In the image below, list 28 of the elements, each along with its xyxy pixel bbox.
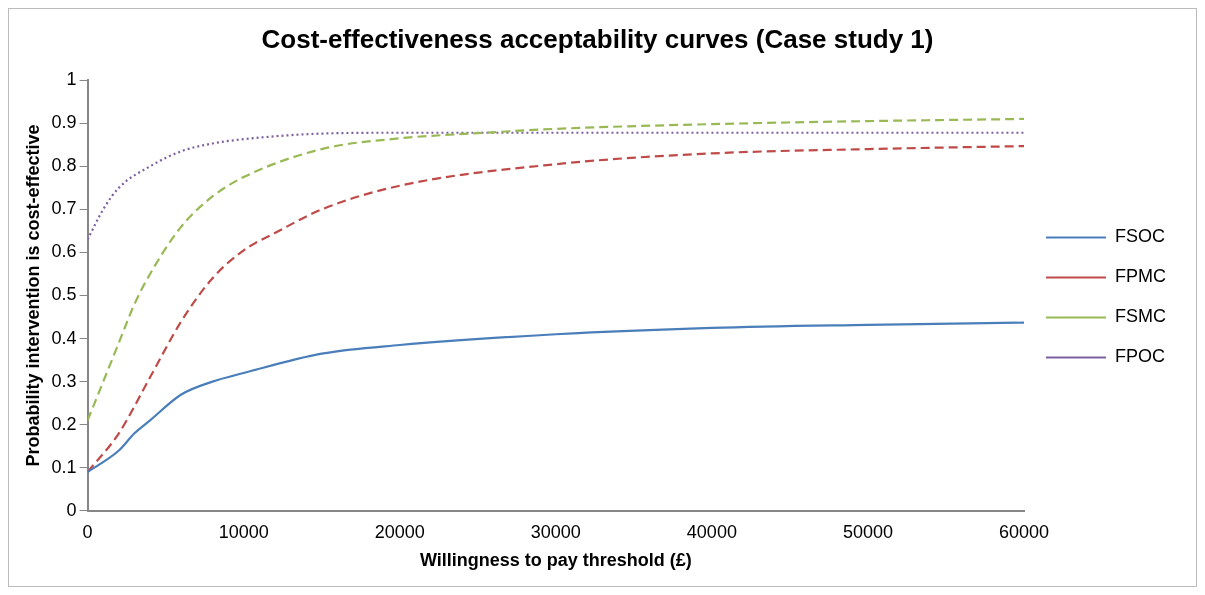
x-tick-label: 60000 — [998, 521, 1050, 542]
x-tick-label: 0 — [82, 521, 93, 542]
x-tick-label: 30000 — [530, 521, 581, 542]
line-series — [87, 321, 1025, 474]
y-tick-label: 0.7 — [51, 198, 77, 219]
legend-label: FSOC — [1115, 226, 1166, 247]
y-tick-label: 0.3 — [51, 370, 77, 391]
legend-label: FSMC — [1115, 306, 1167, 327]
y-tick-label: 0.4 — [51, 327, 77, 348]
legend-label: FPMC — [1115, 266, 1167, 287]
y-tick-label: 0.6 — [51, 241, 77, 262]
line-series — [87, 117, 1025, 422]
y-tick-label: 1 — [66, 69, 77, 90]
y-tick-label: 0.1 — [51, 456, 77, 477]
y-tick-label: 0.9 — [51, 112, 77, 133]
x-tick-label: 50000 — [842, 521, 893, 542]
y-tick-label: 0.2 — [51, 413, 77, 434]
x-tick-label: 20000 — [374, 521, 425, 542]
x-axis-title: Willingness to pay threshold (£) — [419, 550, 692, 571]
y-tick-label: 0 — [66, 499, 77, 520]
y-tick-label: 0.8 — [51, 155, 77, 176]
chart-title: Cost-effectiveness acceptability curves (Case study 1) — [261, 23, 934, 54]
legend-label: FPOC — [1115, 346, 1166, 367]
x-tick-label: 40000 — [686, 521, 737, 542]
y-axis-title: Probability intervention is cost-effective — [22, 124, 43, 467]
y-tick-label: 0.5 — [51, 284, 77, 305]
line-series — [87, 131, 1025, 241]
x-tick-label: 10000 — [218, 521, 269, 542]
